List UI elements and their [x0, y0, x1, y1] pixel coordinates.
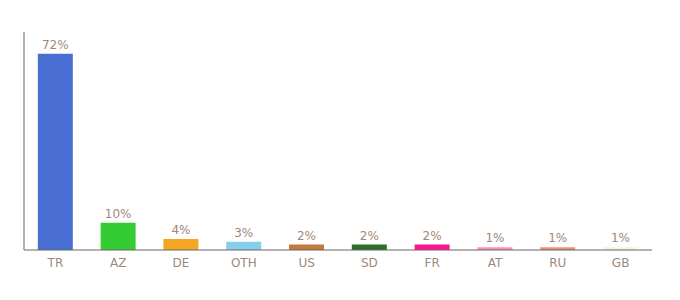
- svg-text:AT: AT: [488, 256, 503, 270]
- svg-text:10%: 10%: [105, 207, 132, 221]
- svg-text:1%: 1%: [611, 231, 630, 245]
- svg-text:2%: 2%: [360, 229, 379, 243]
- svg-text:FR: FR: [425, 256, 440, 270]
- svg-text:SD: SD: [361, 256, 378, 270]
- svg-text:2%: 2%: [297, 229, 316, 243]
- svg-text:TR: TR: [47, 256, 64, 270]
- svg-text:1%: 1%: [485, 231, 504, 245]
- svg-text:72%: 72%: [42, 38, 69, 52]
- svg-text:3%: 3%: [234, 226, 253, 240]
- svg-text:OTH: OTH: [231, 256, 257, 270]
- svg-text:DE: DE: [173, 256, 190, 270]
- svg-text:GB: GB: [612, 256, 630, 270]
- svg-text:RU: RU: [549, 256, 566, 270]
- svg-text:US: US: [298, 256, 314, 270]
- svg-text:4%: 4%: [171, 223, 190, 237]
- svg-text:1%: 1%: [548, 231, 567, 245]
- svg-text:2%: 2%: [423, 229, 442, 243]
- svg-text:AZ: AZ: [110, 256, 126, 270]
